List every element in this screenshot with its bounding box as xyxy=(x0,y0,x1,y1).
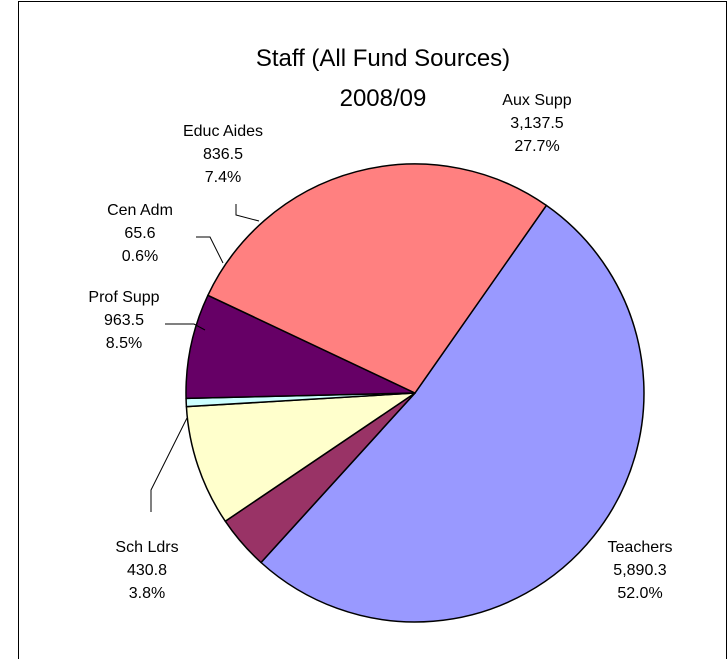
slice-label-value: 65.6 xyxy=(124,225,155,242)
slice-label-name: Cen Adm xyxy=(107,202,173,219)
slice-label-value: 963.5 xyxy=(104,312,144,329)
slice-label-teachers: Teachers 5,890.3 52.0% xyxy=(608,539,673,602)
chart-subtitle: 2008/09 xyxy=(340,85,427,112)
slice-labels: Teachers 5,890.3 52.0% Sch Ldrs 430.8 3.8% Pro… xyxy=(88,92,672,602)
slice-label-name: Sch Ldrs xyxy=(115,539,178,556)
slice-label-percent: 52.0% xyxy=(617,585,662,602)
slice-label-prof-supp: Prof Supp 963.5 8.5% xyxy=(88,289,159,352)
slice-label-name: Teachers xyxy=(608,539,673,556)
slice-label-cen-adm: Cen Adm 65.6 0.6% xyxy=(107,202,173,265)
slice-label-aux-supp: Aux Supp 3,137.5 27.7% xyxy=(502,92,571,155)
slice-label-percent: 27.7% xyxy=(514,138,559,155)
slice-label-value: 836.5 xyxy=(203,146,243,163)
slice-label-percent: 7.4% xyxy=(205,169,241,186)
slice-label-name: Prof Supp xyxy=(88,289,159,306)
slice-label-sch-ldrs: Sch Ldrs 430.8 3.8% xyxy=(115,539,178,602)
slice-label-name: Educ Aides xyxy=(183,123,263,140)
pie-slice-prof-supp xyxy=(185,392,416,522)
slice-label-percent: 8.5% xyxy=(106,335,142,352)
slice-label-value: 5,890.3 xyxy=(613,562,666,579)
pie-slice-teachers xyxy=(260,204,645,623)
slice-label-name: Aux Supp xyxy=(502,92,571,109)
slice-label-percent: 3.8% xyxy=(129,585,165,602)
leader-lines xyxy=(150,204,260,512)
leader-line-sch-ldrs xyxy=(150,417,188,512)
pie-slice-aux-supp xyxy=(207,163,548,394)
slice-label-percent: 0.6% xyxy=(122,248,158,265)
chart-title: Staff (All Fund Sources) xyxy=(256,45,510,72)
slice-label-value: 3,137.5 xyxy=(510,115,563,132)
pie-slice-educ-aides xyxy=(185,294,416,400)
leader-line-educ-aides xyxy=(235,204,260,222)
slice-label-educ-aides: Educ Aides 836.5 7.4% xyxy=(183,123,263,186)
leader-line-prof-supp xyxy=(165,323,206,331)
slice-label-value: 430.8 xyxy=(127,562,167,579)
pie-slices xyxy=(185,163,645,623)
leader-line-cen-adm xyxy=(196,236,224,264)
